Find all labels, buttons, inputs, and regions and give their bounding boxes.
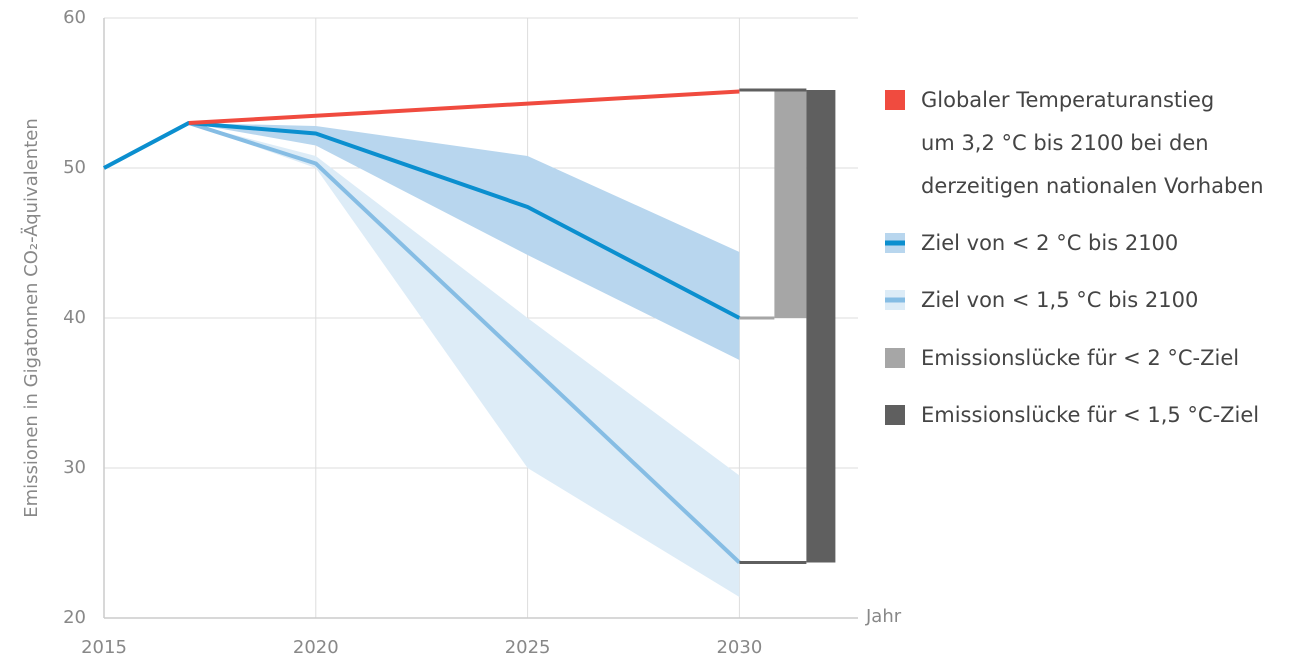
y-axis-label: Emissionen in Gigatonnen CO₂-Äquivalente… [21, 118, 42, 518]
x-axis-label: Jahr [865, 606, 902, 627]
gap-bar [806, 90, 836, 563]
series-line [103, 121, 741, 320]
legend-swatch-line [885, 240, 905, 246]
series-line [188, 89, 740, 125]
legend-label: Globaler Temperaturanstieg um 3,2 °C bis… [921, 88, 1264, 198]
legend-swatch [885, 90, 905, 110]
legend-label: Emissionslücke für < 1,5 °C-Ziel [921, 403, 1260, 427]
y-tick-label: 40 [63, 307, 86, 328]
legend-label: Ziel von < 2 °C bis 2100 [921, 231, 1179, 255]
gap-bar [774, 90, 807, 318]
legend-label: Emissionslücke für < 2 °C-Ziel [921, 346, 1240, 370]
y-tick-label: 60 [63, 7, 86, 28]
range-band [188, 123, 740, 597]
y-tick-label: 50 [63, 157, 86, 178]
legend-swatch-line [885, 297, 905, 303]
y-tick-label: 30 [63, 457, 86, 478]
x-tick-label: 2020 [293, 637, 339, 658]
y-tick-label: 20 [63, 607, 86, 628]
x-tick-label: 2015 [81, 637, 127, 658]
range-band [188, 123, 740, 360]
legend-swatch [885, 348, 905, 368]
legend-label: Ziel von < 1,5 °C bis 2100 [921, 288, 1199, 312]
x-tick-label: 2030 [716, 637, 762, 658]
x-tick-label: 2025 [505, 637, 551, 658]
legend-swatch [885, 405, 905, 425]
